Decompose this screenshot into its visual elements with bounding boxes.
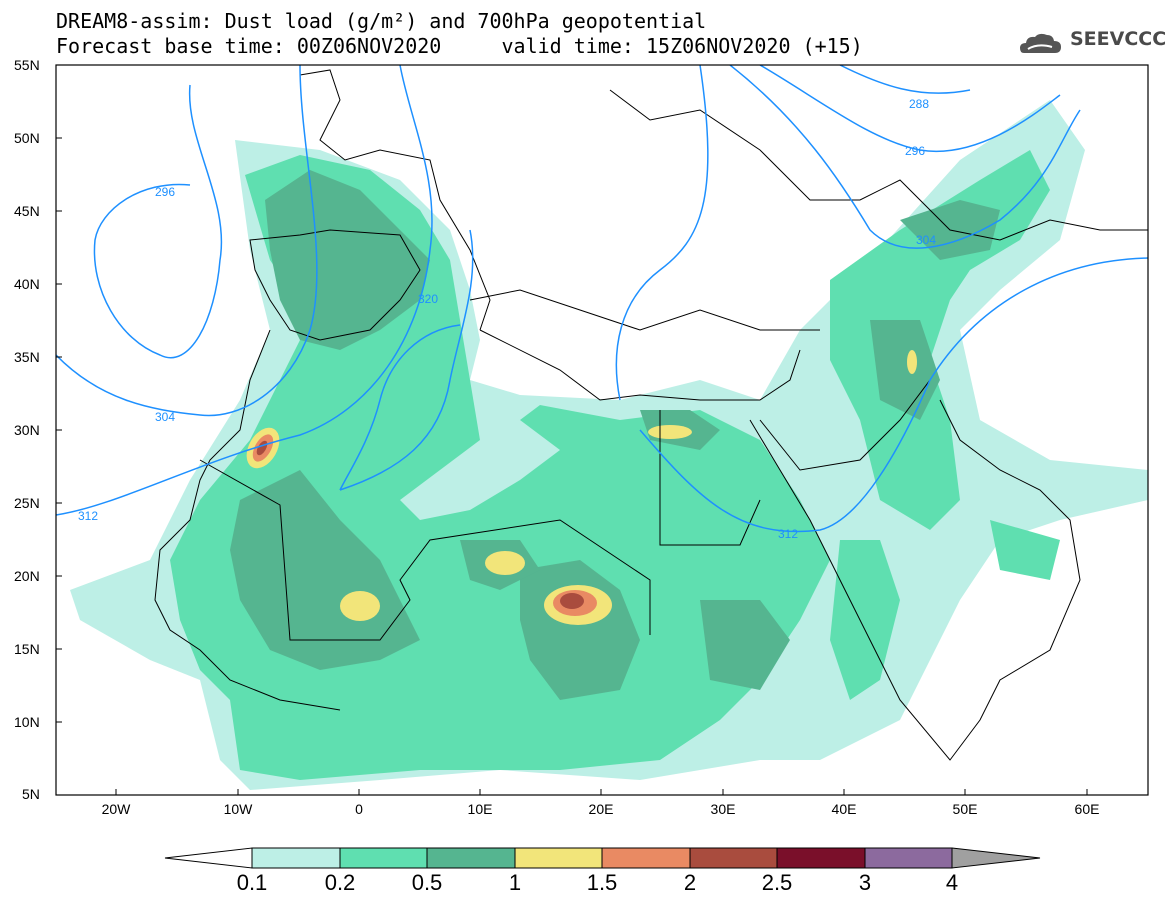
colorbar-segment-2	[689, 847, 778, 869]
colorbar-segment-0.5	[426, 847, 516, 869]
colorbar-label-3: 3	[858, 870, 872, 895]
map-title-line2: Forecast base time: 00Z06NOV2020 valid t…	[56, 34, 863, 58]
contour-label-296-east: 296	[905, 144, 925, 158]
lat-label-5n: 5N	[22, 786, 40, 802]
colorbar-segment-2.5	[776, 847, 866, 869]
lat-label-10n: 10N	[14, 714, 40, 730]
lon-label-10e: 10E	[467, 801, 493, 817]
lon-label-60e: 60E	[1074, 801, 1100, 817]
lon-label-30e: 30E	[710, 801, 736, 817]
colorbar-label-1: 1	[508, 870, 522, 895]
colorbar-label-4: 4	[945, 870, 959, 895]
colorbar-segment-under	[164, 847, 253, 869]
lat-label-15n: 15N	[14, 641, 40, 657]
lat-label-50n: 50N	[14, 130, 40, 146]
lat-label-20n: 20N	[14, 568, 40, 584]
geopotential-contours	[56, 65, 1148, 533]
map-title-line1: DREAM8-assim: Dust load (g/m²) and 700hP…	[56, 9, 707, 33]
cloud-icon	[1020, 33, 1061, 53]
axis-ticks	[56, 64, 1088, 795]
colorbar-segment-3	[864, 847, 953, 869]
lon-label-0: 0	[355, 801, 363, 817]
contour-label-296-west: 296	[155, 185, 175, 199]
lat-label-30n: 30N	[14, 422, 40, 438]
lat-label-35n: 35N	[14, 349, 40, 365]
contour-label-304-east: 304	[916, 233, 936, 247]
colorbar-label-0.1: 0.1	[236, 870, 268, 895]
lon-label-20w: 20W	[101, 801, 131, 817]
colorbar-label-0.5: 0.5	[411, 870, 443, 895]
colorbar-label-2: 2	[683, 870, 697, 895]
coastlines	[154, 69, 1148, 761]
lat-label-40n: 40N	[14, 276, 40, 292]
lon-label-20e: 20E	[588, 801, 614, 817]
lon-label-50e: 50E	[952, 801, 978, 817]
contour-label-312-east: 312	[778, 527, 798, 541]
lat-label-55n: 55N	[14, 57, 40, 73]
colorbar-segment-1.5	[601, 847, 691, 869]
lon-label-40e: 40E	[831, 801, 857, 817]
contour-label-304-west: 304	[155, 410, 175, 424]
colorbar-segment-over	[951, 847, 1041, 869]
contour-label-288: 288	[909, 97, 929, 111]
contour-label-312-west: 312	[78, 509, 98, 523]
lat-label-45n: 45N	[14, 203, 40, 219]
colorbar-label-0.2: 0.2	[324, 870, 356, 895]
colorbar-segment-0.1	[251, 847, 341, 869]
colorbar-segment-1	[514, 847, 603, 869]
colorbar-segment-0.2	[339, 847, 428, 869]
contour-labels: 288 296 296 304 304 312 312 320	[78, 97, 936, 541]
contour-label-320: 320	[418, 292, 438, 306]
colorbar-label-1.5: 1.5	[586, 870, 618, 895]
logo-text: SEEVCCC	[1070, 28, 1165, 50]
colorbar-label-2.5: 2.5	[761, 870, 793, 895]
lon-label-10w: 10W	[223, 801, 253, 817]
lat-label-25n: 25N	[14, 495, 40, 511]
